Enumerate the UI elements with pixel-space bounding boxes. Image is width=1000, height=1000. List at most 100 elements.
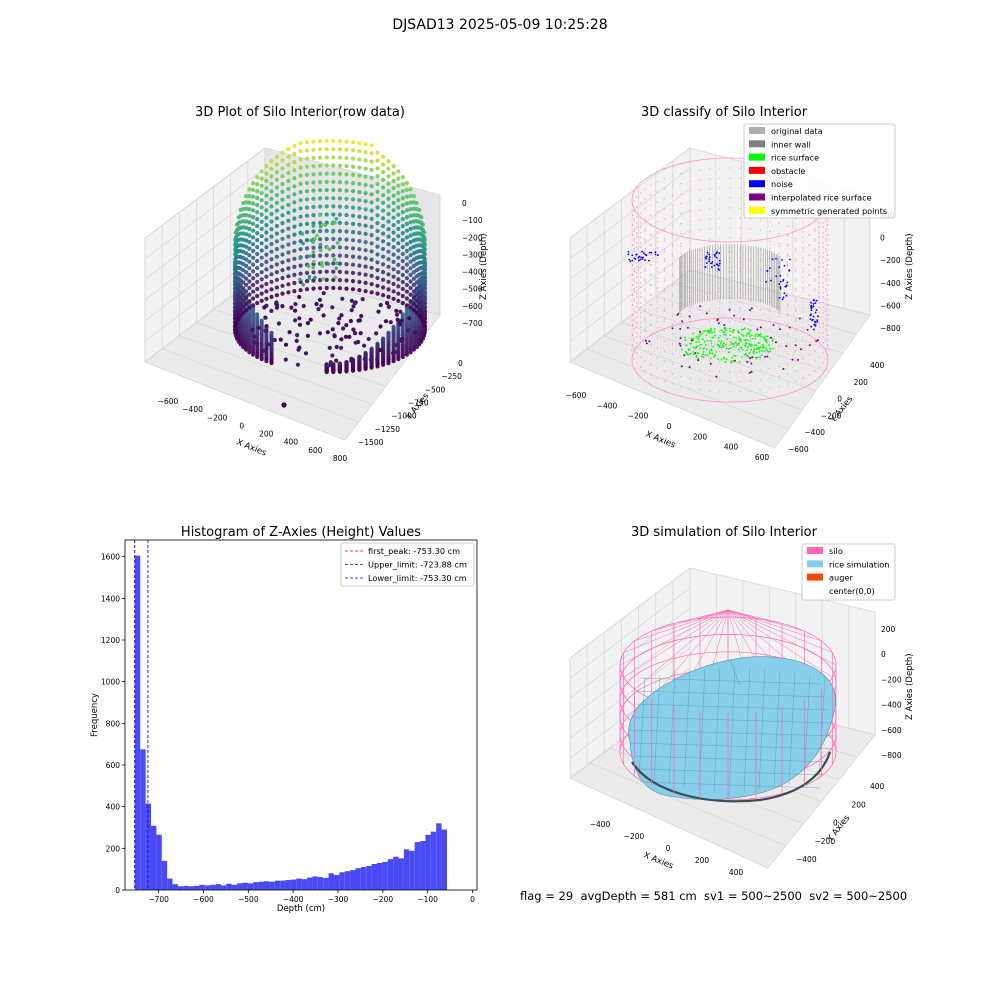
wall-point <box>633 260 635 262</box>
rice-surface-point <box>748 352 751 354</box>
data-point <box>357 198 362 203</box>
data-point <box>408 220 413 225</box>
legend-label: center(0,0) <box>829 586 875 596</box>
wall-point <box>631 293 634 296</box>
data-point <box>318 139 323 144</box>
wall-point <box>808 284 810 286</box>
data-point <box>408 299 413 304</box>
data-point <box>334 266 339 271</box>
rice-surface-point <box>705 344 707 347</box>
noise-point <box>717 264 720 267</box>
wall-point <box>644 238 646 240</box>
wall-point <box>631 323 634 326</box>
wall-point <box>656 367 658 369</box>
rice-mesh-line <box>773 670 781 788</box>
data-point <box>411 341 416 346</box>
data-point <box>375 189 380 194</box>
data-point <box>369 184 374 189</box>
data-point <box>386 279 391 284</box>
wall-point <box>633 288 635 290</box>
data-point <box>381 270 386 275</box>
noise-point <box>778 297 781 299</box>
data-point <box>344 262 349 267</box>
data-point <box>386 227 391 232</box>
data-point <box>353 300 358 305</box>
noise-point <box>765 280 768 283</box>
silo-roof-spoke <box>727 609 833 678</box>
wall-point <box>769 367 771 370</box>
data-point <box>357 141 362 146</box>
data-point <box>363 174 368 179</box>
wall-point <box>699 369 701 371</box>
wall-point <box>631 234 634 237</box>
rice-surface-point <box>709 331 712 334</box>
data-point <box>259 270 264 275</box>
data-point <box>357 354 362 359</box>
data-point <box>255 217 260 222</box>
wall-point <box>644 198 646 200</box>
data-point <box>396 198 401 203</box>
data-point <box>385 300 390 306</box>
wall-point <box>827 279 829 281</box>
data-point <box>255 189 260 194</box>
noise-point <box>789 258 791 261</box>
wall-point <box>650 294 652 296</box>
data-point <box>247 200 252 205</box>
wall-point <box>639 302 642 304</box>
wall-point <box>708 198 711 200</box>
wall-point <box>689 357 691 360</box>
wall-point <box>825 358 827 360</box>
data-point <box>396 291 401 296</box>
data-point <box>304 172 310 177</box>
rice-surface-point <box>766 335 769 338</box>
data-point <box>381 200 386 205</box>
data-point <box>422 257 427 262</box>
interpolated-point <box>676 314 679 316</box>
data-point <box>244 213 249 218</box>
data-point <box>404 187 409 192</box>
wall-point <box>729 381 731 383</box>
data-point <box>305 321 310 326</box>
wall-point <box>826 264 829 267</box>
histogram-bar <box>264 881 270 890</box>
wall-point <box>708 208 711 210</box>
wall-point <box>794 248 797 250</box>
rice-surface-point <box>765 342 768 344</box>
wall-point <box>719 287 721 289</box>
noise-point <box>779 288 782 290</box>
data-point <box>363 166 368 171</box>
wall-point <box>822 332 824 334</box>
data-point <box>274 223 279 229</box>
wall-point <box>650 324 652 326</box>
wall-point <box>636 206 638 208</box>
data-point <box>286 162 291 168</box>
data-point <box>244 295 249 300</box>
data-point <box>244 200 249 205</box>
data-point <box>396 255 401 260</box>
rice-surface-point <box>761 344 764 346</box>
noise-point <box>715 252 718 255</box>
wall-point <box>656 221 658 223</box>
rice-surface-point <box>723 342 725 345</box>
z-tick: 0 <box>462 199 467 208</box>
wall-point <box>631 304 634 307</box>
wall-point <box>729 297 731 299</box>
wall-point <box>671 175 674 177</box>
data-point <box>244 257 249 262</box>
x-tick: −600 <box>193 895 214 904</box>
wall-point <box>639 366 642 368</box>
wall-point <box>719 331 721 333</box>
data-point <box>350 189 356 194</box>
data-point <box>335 261 339 266</box>
rice-surface-point <box>712 345 715 348</box>
z-tick: 0 <box>880 234 885 243</box>
wall-point <box>636 266 638 268</box>
wall-point <box>671 225 674 227</box>
data-point <box>241 298 246 303</box>
noise-point <box>779 274 782 277</box>
data-point <box>391 200 396 206</box>
legend-swatch <box>807 547 823 554</box>
data-point <box>304 270 310 275</box>
wall-point <box>636 306 638 308</box>
